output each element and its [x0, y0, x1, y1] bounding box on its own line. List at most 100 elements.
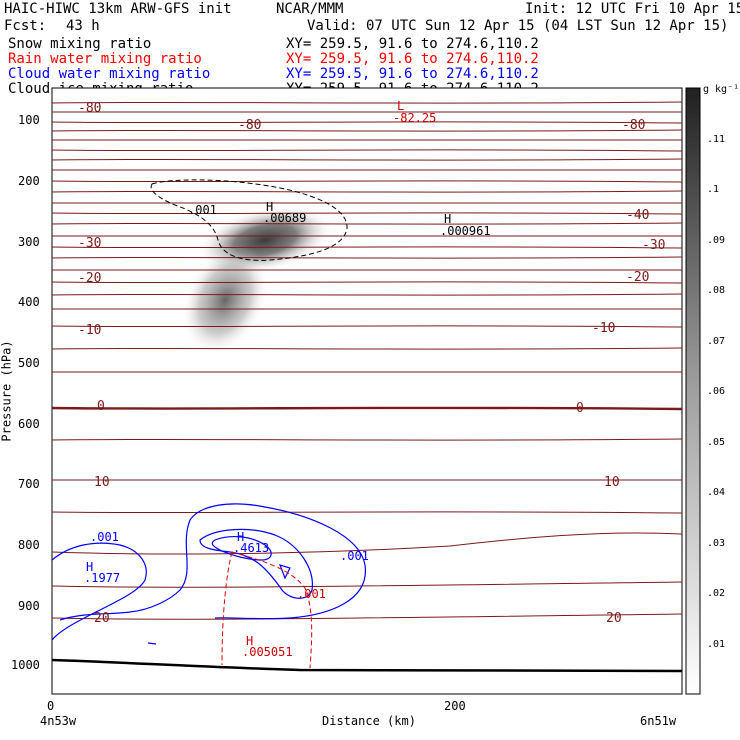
extremum-kind: L	[397, 99, 405, 113]
extremum-value: .00689	[263, 211, 307, 225]
rain-water-contour	[221, 551, 313, 669]
init-time: Init: 12 UTC Fri 10 Apr 15	[525, 1, 740, 17]
temperature-isoline	[52, 129, 682, 132]
extremum-kind: H	[266, 200, 274, 214]
temp-contour-label: -30	[642, 238, 666, 253]
field-xy-snow: XY= 259.5, 91.6 to 274.6,110.2	[286, 36, 539, 52]
temperature-isoline	[52, 581, 682, 588]
cloud-water-contour	[199, 528, 313, 599]
start-location-label: 4n53w	[40, 714, 77, 728]
y-tick-label: 400	[18, 295, 40, 309]
colorbar-tick-label: .11	[707, 133, 726, 145]
cloud-water-contour	[211, 535, 272, 561]
x-tick-label: 200	[444, 699, 466, 713]
org-label: NCAR/MMM	[276, 1, 344, 17]
y-tick-label: 500	[18, 356, 40, 370]
colorbar-tick-label: .04	[707, 487, 726, 498]
temp-contour-label: -80	[622, 118, 646, 133]
temperature-isoline	[52, 511, 682, 514]
colorbar-tick-label: .03	[707, 537, 726, 549]
temperature-isoline	[52, 121, 682, 124]
colorbar-tick-label: .01	[707, 638, 726, 650]
contour-label: .001	[188, 203, 217, 217]
temp-contour-label: 20	[94, 611, 110, 626]
fcst-value: 43 h	[66, 18, 100, 34]
field-name-rain: Rain water mixing ratio	[8, 51, 202, 67]
y-tick-label: 600	[18, 417, 40, 431]
extremum-kind: H	[86, 560, 94, 574]
temp-contour-label: 0	[97, 399, 105, 414]
colorbar	[685, 87, 701, 695]
y-tick-label: 200	[18, 174, 40, 188]
cloud-ice-shading	[181, 244, 269, 356]
temperature-isoline	[52, 158, 682, 161]
y-tick-label: 800	[18, 538, 40, 552]
extremum-value: -82.25	[393, 111, 437, 125]
temperature-isoline	[52, 406, 682, 411]
extremum-value: .4613	[233, 541, 270, 555]
plot-frame	[51, 87, 683, 695]
field-name-cloud-water: Cloud water mixing ratio	[8, 66, 211, 82]
end-location-label: 6n51w	[640, 714, 677, 728]
temp-contour-label: -10	[78, 323, 102, 338]
temperature-isoline	[52, 149, 682, 152]
snow-contour	[150, 179, 348, 261]
valid-time: Valid: 07 UTC Sun 12 Apr 15 (04 LST Sun …	[307, 18, 729, 34]
colorbar-units: g kg⁻¹	[703, 84, 740, 95]
y-tick-label: 100	[18, 113, 40, 127]
model-title: HAIC-HIWC 13km ARW-GFS init	[4, 1, 232, 17]
contour-label: .001	[297, 587, 326, 601]
temperature-isoline	[52, 613, 682, 620]
temp-contour-label: -20	[626, 270, 650, 285]
extremum-value: .005051	[242, 645, 293, 659]
y-tick-label: 900	[18, 599, 40, 613]
x-axis-label: Distance (km)	[322, 714, 416, 728]
temp-contour-label: 20	[606, 611, 622, 626]
temp-contour-label: 0	[576, 401, 584, 416]
temperature-isoline	[52, 212, 682, 215]
y-axis-label: Pressure (hPa)	[0, 340, 14, 442]
fcst-label: Fcst:	[4, 18, 47, 34]
colorbar-tick-label: .09	[707, 234, 726, 246]
temperature-isoline	[52, 347, 682, 350]
colorbar-tick-label: .05	[707, 436, 726, 448]
temperature-isoline	[52, 190, 682, 193]
temperature-isoline	[52, 222, 682, 225]
temperature-isoline	[52, 325, 682, 328]
field-xy-cloud-water: XY= 259.5, 91.6 to 274.6,110.2	[286, 66, 539, 82]
field-name-snow: Snow mixing ratio	[8, 36, 152, 52]
temperature-isoline	[52, 180, 682, 183]
colorbar-tick-label: .02	[707, 588, 726, 599]
temp-contour-label: -80	[238, 118, 262, 133]
temp-contour-label: -80	[78, 101, 102, 116]
y-tick-label: 300	[18, 235, 40, 249]
temperature-isoline	[52, 438, 682, 441]
colorbar-tick-label: .08	[707, 285, 726, 296]
temperature-isoline	[52, 532, 682, 555]
y-tick-label: 1000	[11, 658, 40, 672]
temp-contour-label: 10	[94, 475, 110, 490]
temperature-isoline	[52, 101, 682, 104]
colorbar-tick-label: .07	[707, 335, 726, 347]
temp-contour-label: -10	[592, 321, 616, 336]
extremum-value: .000961	[440, 224, 491, 238]
extremum-kind: H	[444, 212, 452, 226]
colorbar-tick-label: .06	[707, 386, 726, 397]
y-tick-label: 700	[18, 477, 40, 491]
contour-label: .001	[340, 549, 369, 563]
field-xy-rain: XY= 259.5, 91.6 to 274.6,110.2	[286, 51, 539, 67]
cloud-water-contour	[52, 542, 147, 641]
temperature-isoline	[52, 256, 682, 259]
temp-contour-label: -20	[78, 271, 102, 286]
ground-line	[52, 658, 682, 673]
temp-contour-label: -40	[626, 208, 650, 223]
x-tick-label: 0	[47, 699, 55, 713]
cloud-water-contour	[147, 642, 157, 645]
extremum-value: .1977	[84, 571, 121, 585]
temperature-isoline	[52, 246, 682, 249]
colorbar-tick-label: .1	[707, 184, 720, 195]
contour-label: .001	[90, 530, 119, 544]
temp-contour-label: 10	[604, 475, 620, 490]
temp-contour-label: -30	[78, 236, 102, 251]
